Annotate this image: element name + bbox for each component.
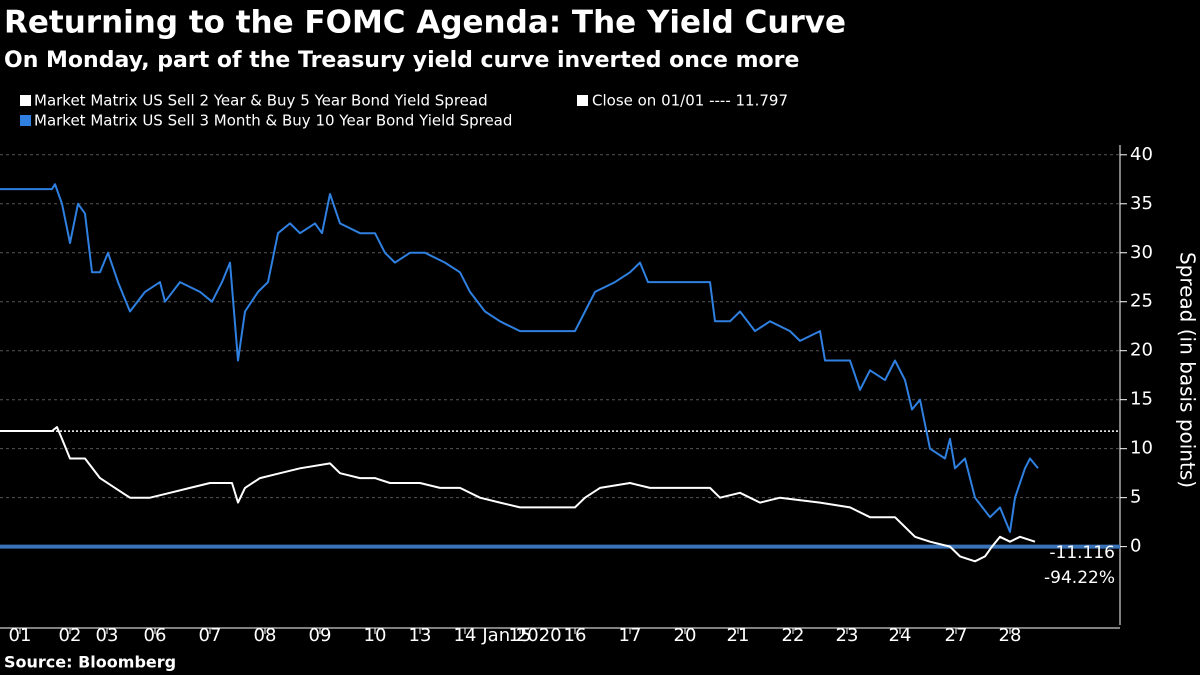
y-tick-label: 35	[1130, 193, 1153, 214]
x-tick-label: 17	[619, 625, 642, 646]
legend-label: Market Matrix US Sell 2 Year & Buy 5 Yea…	[34, 92, 488, 110]
chart-title: Returning to the FOMC Agenda: The Yield …	[4, 5, 846, 41]
x-tick-label: 20	[674, 625, 697, 646]
x-tick-label: 06	[144, 625, 167, 646]
series-line	[0, 183, 1039, 533]
x-tick-label: 27	[945, 625, 968, 646]
x-tick-label: 24	[889, 625, 912, 646]
y-tick-label: 25	[1130, 291, 1153, 312]
x-tick-label: 02	[59, 625, 82, 646]
y-tick-label: 10	[1130, 438, 1153, 459]
x-tick-label: 14	[454, 625, 477, 646]
x-tick-label: 13	[409, 625, 432, 646]
x-tick-label: 28	[999, 625, 1022, 646]
y-tick-label: 40	[1130, 144, 1153, 165]
x-tick-label: 16	[564, 625, 587, 646]
y-tick-label: 20	[1130, 340, 1153, 361]
x-tick-label: 01	[9, 625, 32, 646]
value-annotation: -94.22%	[1044, 568, 1115, 588]
y-tick-label: 0	[1130, 536, 1141, 557]
x-tick-label: 10	[364, 625, 387, 646]
legend-swatch	[20, 95, 31, 106]
x-tick-label: 21	[727, 625, 750, 646]
legend-swatch	[577, 95, 588, 106]
y-tick-label: 15	[1130, 389, 1153, 410]
x-tick-label: 03	[96, 625, 119, 646]
x-tick-label: 09	[309, 625, 332, 646]
chart-subtitle: On Monday, part of the Treasury yield cu…	[4, 48, 799, 73]
y-tick-label: 5	[1130, 487, 1141, 508]
x-tick-label: 08	[254, 625, 277, 646]
y-tick-label: 30	[1130, 242, 1153, 263]
y-axis-label: Spread (in basis points)	[1176, 252, 1200, 488]
legend-label: Close on 01/01 ---- 11.797	[592, 92, 788, 110]
legend-label: Market Matrix US Sell 3 Month & Buy 10 Y…	[34, 112, 512, 130]
series-line	[0, 426, 1036, 563]
legend-swatch	[20, 115, 31, 126]
value-annotation: -11.116	[1049, 543, 1115, 563]
source: Source: Bloomberg	[4, 653, 176, 672]
x-tick-label: 23	[836, 625, 859, 646]
x-tick-label: 22	[782, 625, 805, 646]
x-tick-label: 07	[199, 625, 222, 646]
x-axis-label: Jan 2020	[481, 625, 561, 646]
x-tick-label: 15	[509, 625, 532, 646]
